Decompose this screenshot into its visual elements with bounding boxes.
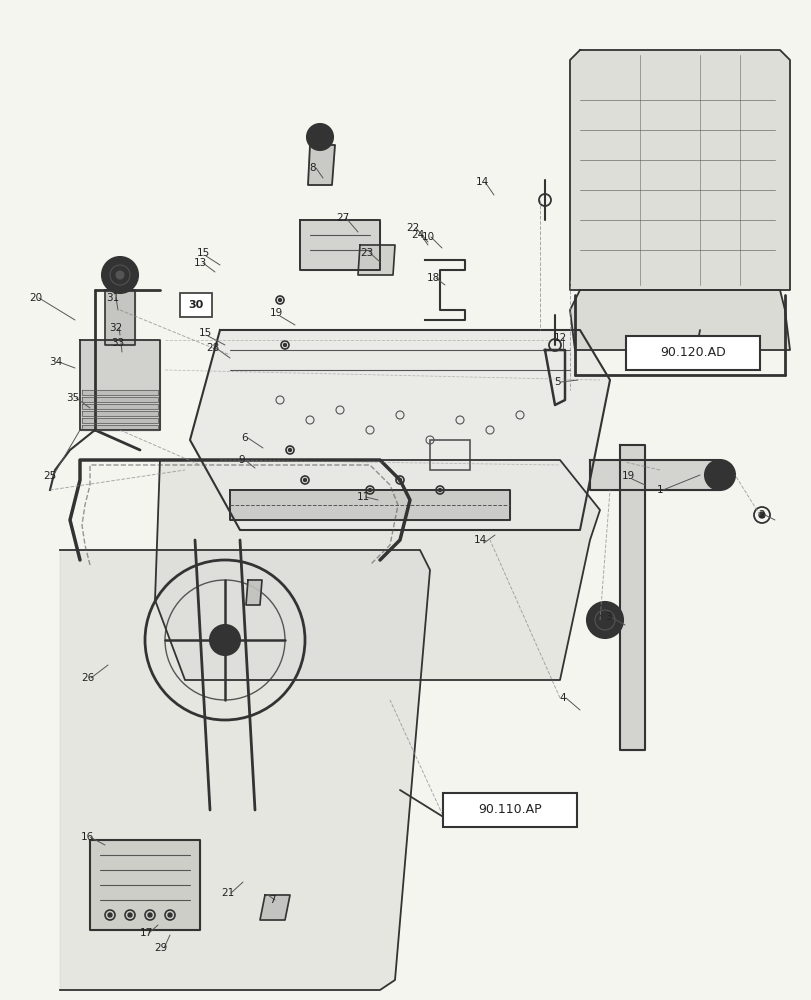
Polygon shape: [190, 330, 609, 530]
Text: 1: 1: [656, 485, 663, 495]
Polygon shape: [307, 145, 335, 185]
Text: 7: 7: [268, 895, 275, 905]
Text: 2: 2: [757, 510, 765, 520]
Text: 19: 19: [620, 471, 634, 481]
Polygon shape: [60, 550, 430, 990]
Circle shape: [758, 512, 764, 518]
Polygon shape: [569, 50, 789, 290]
Text: 4: 4: [559, 693, 565, 703]
Text: 8: 8: [309, 163, 316, 173]
Text: 10: 10: [421, 232, 434, 242]
Text: 34: 34: [49, 357, 62, 367]
Text: 25: 25: [43, 471, 57, 481]
Polygon shape: [260, 895, 290, 920]
Circle shape: [704, 460, 734, 490]
Polygon shape: [82, 425, 158, 430]
Text: 16: 16: [80, 832, 93, 842]
Text: 6: 6: [242, 433, 248, 443]
Circle shape: [283, 344, 286, 347]
Text: 23: 23: [360, 248, 373, 258]
Polygon shape: [82, 390, 158, 395]
Polygon shape: [82, 397, 158, 402]
Text: 13: 13: [193, 258, 206, 268]
FancyBboxPatch shape: [443, 793, 577, 827]
Circle shape: [116, 271, 124, 279]
Text: 27: 27: [336, 213, 350, 223]
Text: 20: 20: [29, 293, 42, 303]
Text: 90.120.AD: 90.120.AD: [659, 347, 725, 360]
Polygon shape: [90, 840, 200, 930]
Polygon shape: [246, 580, 262, 605]
Text: 12: 12: [552, 333, 566, 343]
Text: 28: 28: [206, 343, 219, 353]
Polygon shape: [80, 340, 160, 430]
Text: 24: 24: [411, 230, 424, 240]
Circle shape: [128, 913, 132, 917]
Polygon shape: [620, 445, 644, 750]
Circle shape: [102, 257, 138, 293]
Polygon shape: [299, 220, 380, 270]
Polygon shape: [155, 460, 599, 680]
Text: 35: 35: [67, 393, 79, 403]
Polygon shape: [82, 418, 158, 423]
Circle shape: [368, 488, 371, 491]
Text: 90.110.AP: 90.110.AP: [478, 803, 541, 816]
Circle shape: [210, 625, 240, 655]
Text: 30: 30: [188, 300, 204, 310]
Circle shape: [303, 479, 306, 482]
Polygon shape: [569, 290, 789, 350]
Polygon shape: [358, 245, 394, 275]
Text: 31: 31: [106, 293, 119, 303]
Text: 15: 15: [198, 328, 212, 338]
Text: 11: 11: [356, 492, 369, 502]
Text: 26: 26: [81, 673, 95, 683]
Text: 15: 15: [196, 248, 209, 258]
Text: 21: 21: [221, 888, 234, 898]
Polygon shape: [105, 290, 135, 345]
Text: 5: 5: [554, 377, 560, 387]
Circle shape: [108, 913, 112, 917]
Text: 32: 32: [109, 323, 122, 333]
Polygon shape: [230, 490, 509, 520]
Circle shape: [168, 913, 172, 917]
Circle shape: [586, 602, 622, 638]
FancyBboxPatch shape: [180, 293, 212, 317]
Polygon shape: [82, 411, 158, 416]
Text: 29: 29: [154, 943, 167, 953]
Text: 14: 14: [474, 177, 488, 187]
Polygon shape: [82, 404, 158, 409]
Circle shape: [307, 124, 333, 150]
Circle shape: [278, 298, 281, 302]
Circle shape: [398, 479, 401, 482]
Polygon shape: [590, 460, 719, 490]
Circle shape: [438, 488, 441, 491]
Text: 22: 22: [406, 223, 419, 233]
Circle shape: [288, 448, 291, 452]
Text: 19: 19: [269, 308, 282, 318]
Text: 14: 14: [473, 535, 486, 545]
Text: 3: 3: [604, 612, 611, 622]
Bar: [430, 440, 470, 470]
Circle shape: [148, 913, 152, 917]
Text: 33: 33: [111, 338, 124, 348]
FancyBboxPatch shape: [625, 336, 759, 370]
Text: 9: 9: [238, 455, 245, 465]
Text: 17: 17: [139, 928, 152, 938]
Text: 18: 18: [426, 273, 439, 283]
